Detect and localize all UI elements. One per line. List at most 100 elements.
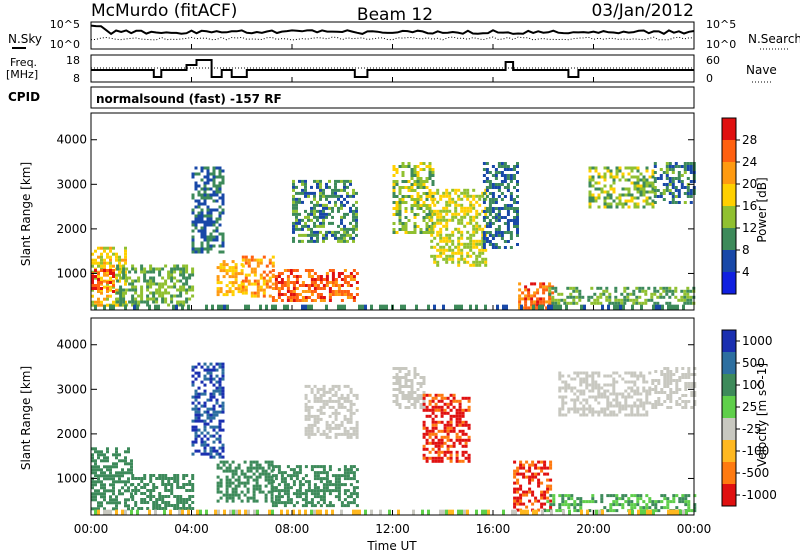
heatmap-cell	[419, 382, 423, 385]
heatmap-cell	[398, 192, 402, 195]
heatmap-cell	[398, 385, 402, 388]
heatmap-cell	[648, 392, 652, 396]
heatmap-cell	[289, 501, 293, 505]
heatmap-cell	[331, 405, 335, 409]
heatmap-cell	[618, 193, 622, 197]
heatmap-cell	[264, 469, 268, 473]
heatmap-cell	[591, 377, 595, 381]
heatmap-cell	[469, 239, 473, 243]
heatmap-cell	[337, 498, 341, 502]
heatmap-cell	[286, 275, 290, 278]
heatmap-cell	[203, 247, 207, 251]
heatmap-cell	[200, 211, 204, 215]
heatmap-cell	[313, 272, 317, 275]
heatmap-cell	[591, 166, 595, 170]
heatmap-cell	[516, 171, 519, 174]
heatmap-cell	[331, 215, 334, 219]
heatmap-cell	[310, 504, 314, 508]
heatmap-cell	[395, 367, 399, 370]
heatmap-cell	[578, 295, 582, 299]
x-tick-label: 12:00	[375, 522, 410, 536]
heatmap-cell	[209, 362, 213, 366]
heatmap-cell	[460, 215, 464, 219]
heatmap-cell	[209, 368, 213, 372]
heatmap-cell	[149, 270, 153, 274]
heatmap-cell	[140, 486, 144, 489]
heatmap-cell	[451, 242, 455, 246]
heatmap-cell	[513, 207, 516, 210]
heatmap-cell	[103, 486, 106, 490]
heatmap-cell	[322, 215, 325, 219]
heatmap-cell	[215, 193, 219, 197]
heatmap-cell	[155, 300, 159, 304]
heatmap-cell	[392, 222, 396, 225]
heatmap-cell	[464, 441, 468, 445]
heatmap-cell	[94, 459, 97, 463]
heatmap-cell	[567, 374, 571, 378]
heatmap-cell	[161, 474, 165, 477]
heatmap-cell	[448, 209, 452, 213]
heatmap-cell	[684, 388, 688, 391]
heatmap-cell	[140, 492, 144, 495]
heatmap-cell	[334, 233, 337, 237]
heatmap-cell	[442, 218, 446, 222]
heatmap-cell	[209, 178, 213, 182]
heatmap-cell	[398, 165, 402, 168]
heatmap-cell	[620, 301, 624, 305]
heatmap-cell	[283, 489, 287, 493]
heatmap-cell	[464, 432, 468, 436]
heatmap-cell	[250, 291, 254, 295]
heatmap-cell	[170, 486, 174, 489]
heatmap-cell	[292, 203, 295, 207]
heatmap-cell	[310, 233, 313, 237]
heatmap-cell	[240, 490, 244, 494]
heatmap-cell	[542, 282, 546, 286]
heatmap-cell	[516, 189, 519, 192]
heatmap-cell	[542, 291, 546, 295]
heatmap-cell	[425, 198, 429, 201]
heatmap-cell	[398, 204, 402, 207]
heatmap-cell	[194, 395, 198, 399]
heatmap-cell	[430, 197, 434, 201]
heatmap-cell	[425, 447, 429, 451]
heatmap-cell	[665, 165, 669, 168]
heatmap-cell	[200, 392, 204, 396]
heatmap-cell	[182, 483, 186, 486]
heatmap-cell	[100, 492, 103, 496]
heatmap-cell	[100, 282, 103, 286]
heatmap-cell	[422, 162, 426, 165]
heatmap-cell	[615, 169, 619, 173]
heatmap-cell	[221, 404, 225, 408]
heatmap-cell	[212, 223, 216, 227]
heatmap-cell	[506, 168, 510, 171]
heatmap-cell	[206, 208, 210, 212]
heatmap-cell	[155, 267, 159, 271]
heatmap-cell	[310, 387, 314, 391]
heatmap-cell	[319, 209, 322, 213]
heatmap-cell	[530, 282, 534, 286]
heatmap-cell	[206, 172, 210, 176]
heatmap-cell	[91, 486, 94, 490]
heatmap-cell	[100, 501, 103, 505]
heatmap-cell	[187, 509, 190, 515]
heatmap-cell	[572, 298, 576, 302]
heatmap-cell	[292, 474, 296, 478]
heatmap-cell	[463, 212, 467, 216]
heatmap-cell	[270, 460, 274, 464]
heatmap-cell	[337, 272, 341, 275]
heatmap-cell	[215, 401, 219, 405]
heatmap-cell	[445, 509, 448, 515]
heatmap-cell	[277, 489, 281, 493]
heatmap-cell	[636, 407, 640, 411]
heatmap-cell	[262, 279, 266, 283]
heatmap-cell	[449, 459, 453, 463]
heatmap-cell	[310, 468, 314, 472]
heatmap-cell	[439, 248, 443, 252]
heatmap-cell	[94, 492, 97, 496]
heatmap-cell	[295, 465, 299, 469]
heatmap-cell	[449, 399, 453, 403]
heatmap-cell	[442, 257, 446, 261]
heatmap-cell	[407, 231, 411, 234]
heatmap-cell	[319, 411, 323, 415]
heatmap-cell	[651, 187, 655, 191]
